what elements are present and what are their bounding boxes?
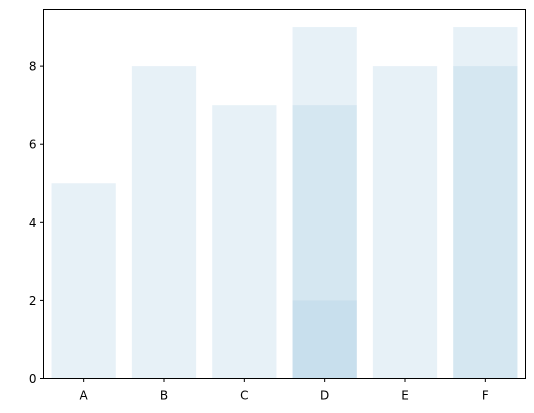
y-tick-label-6: 6 bbox=[29, 138, 37, 152]
bar-f-layer-2 bbox=[453, 66, 518, 379]
y-tick-label-8: 8 bbox=[29, 60, 37, 74]
y-tick-label-4: 4 bbox=[29, 216, 37, 230]
bar-b-layer-1 bbox=[131, 66, 197, 379]
plot-frame bbox=[43, 9, 526, 379]
bar-f-layer-1 bbox=[453, 27, 518, 379]
x-tick-label-d: D bbox=[320, 389, 329, 403]
x-tick-label-a: A bbox=[80, 389, 89, 403]
y-tick-label-2: 2 bbox=[29, 294, 37, 308]
bar-a-layer-1 bbox=[51, 183, 116, 379]
bar-d-layer-1 bbox=[292, 27, 357, 379]
bars-layer bbox=[51, 27, 518, 379]
y-tick-label-0: 0 bbox=[29, 372, 37, 386]
x-tick-label-e: E bbox=[401, 389, 409, 403]
x-tick-label-c: C bbox=[240, 389, 248, 403]
x-tick-label-f: F bbox=[482, 389, 489, 403]
bar-d-layer-2 bbox=[292, 105, 357, 379]
bar-e-layer-1 bbox=[372, 66, 438, 379]
bar-d-layer-3 bbox=[292, 300, 357, 379]
x-axis: A B C D E F bbox=[80, 378, 489, 403]
x-tick-label-b: B bbox=[160, 389, 168, 403]
bar-c-layer-1 bbox=[212, 105, 277, 379]
y-axis: 0 2 4 6 8 bbox=[29, 60, 44, 386]
